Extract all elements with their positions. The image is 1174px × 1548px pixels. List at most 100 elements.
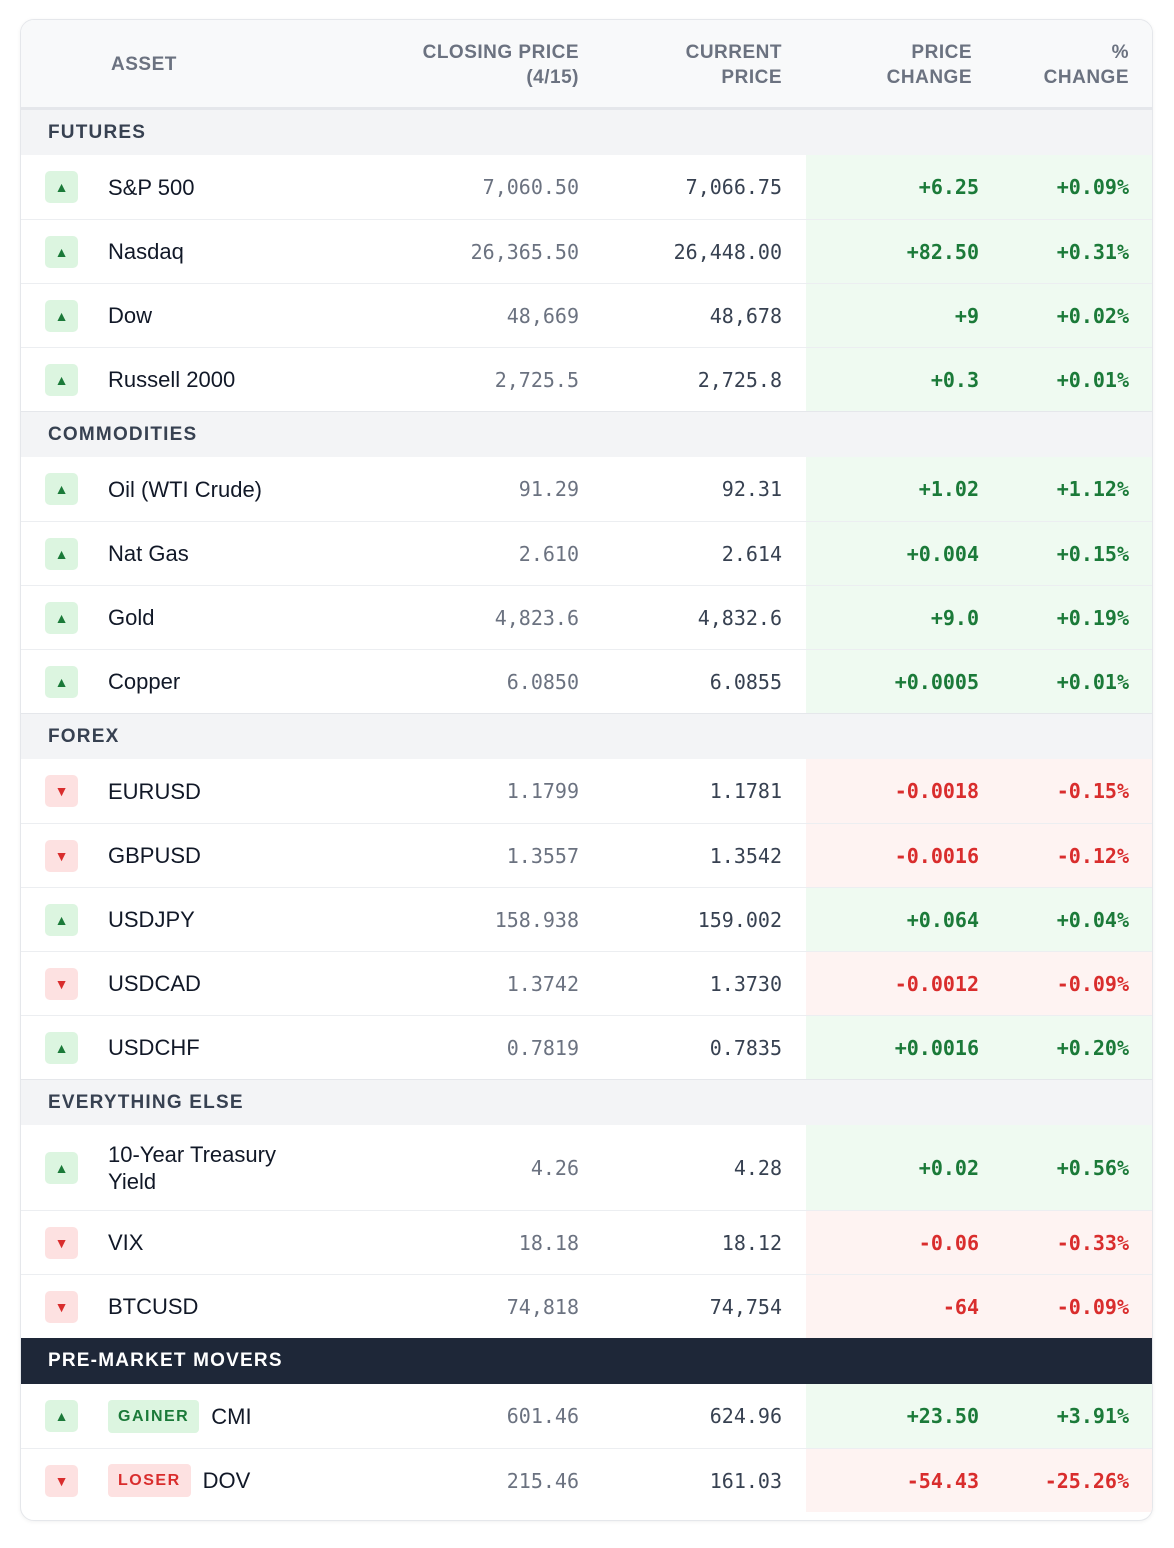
asset-label: BTCUSD [108,1294,199,1319]
price-change: +1.02 [918,477,979,501]
current-price: 26,448.00 [673,239,782,264]
pct-change: +0.56% [1056,1155,1129,1180]
col-current-price: CURRENT PRICE [685,41,782,88]
pct-change: +0.20% [1056,1035,1129,1060]
table-row[interactable]: ▲ Gold 4,823.6 4,832.6 +9.0 +0.19% [21,585,1152,649]
col-pct-change: % CHANGE [1043,41,1129,88]
asset-label: Gold [108,605,155,630]
asset-label: USDJPY [108,907,195,932]
asset-name: USDJPY [108,888,328,951]
current-price: 7,066.75 [685,175,782,199]
current-price: 159.002 [697,907,782,932]
pct-change: -0.33% [1056,1230,1129,1255]
asset-name: Dow [108,284,328,347]
table-row[interactable]: ▲ 10-Year Treasury Yield 4.26 4.28 +0.02… [21,1125,1152,1210]
current-price: 18.12 [721,1230,782,1255]
current-price: 161.03 [709,1468,782,1493]
asset-name: GAINER CMI [108,1384,328,1448]
table-row[interactable]: ▼ USDCAD 1.3742 1.3730 -0.0012 -0.09% [21,951,1152,1015]
asset-name: Nasdaq [108,220,328,283]
table-row[interactable]: ▲ Russell 2000 2,725.5 2,725.8 +0.3 +0.0… [21,347,1152,411]
table-row[interactable]: ▼ LOSER DOV 215.46 161.03 -54.43 -25.26% [21,1448,1152,1512]
closing-price: 7,060.50 [482,175,579,199]
asset-name: Russell 2000 [108,348,328,411]
table-row[interactable]: ▲ Oil (WTI Crude) 91.29 92.31 +1.02 +1.1… [21,457,1152,521]
arrow-up-icon: ▲ [45,473,78,505]
closing-price: 601.46 [506,1404,579,1428]
change-highlight [806,586,1152,649]
pct-change: -0.09% [1056,971,1129,996]
change-highlight [806,1275,1152,1338]
pct-change: +1.12% [1056,477,1129,501]
section-header: FOREX [21,713,1152,759]
asset-label: Nat Gas [108,541,189,566]
closing-price: 2,725.5 [494,367,579,392]
asset-name: USDCAD [108,952,328,1015]
price-change: +9 [954,303,979,328]
pct-change: +3.91% [1056,1404,1129,1428]
table-row[interactable]: ▲ Nat Gas 2.610 2.614 +0.004 +0.15% [21,521,1152,585]
price-change: +82.50 [906,239,979,264]
pct-change: +0.01% [1056,669,1129,694]
closing-price: 215.46 [506,1468,579,1493]
closing-price: 0.7819 [506,1035,579,1060]
asset-label: Copper [108,669,181,694]
arrow-down-icon: ▼ [45,1464,78,1497]
asset-name: LOSER DOV [108,1449,328,1512]
pct-change: -25.26% [1044,1468,1129,1493]
closing-price: 6.0850 [506,669,579,694]
closing-price: 48,669 [506,303,579,328]
table-row[interactable]: ▲ USDJPY 158.938 159.002 +0.064 +0.04% [21,887,1152,951]
pct-change: -0.15% [1056,779,1129,803]
arrow-up-icon: ▲ [45,1031,78,1064]
closing-price: 2.610 [518,541,579,566]
asset-label: GBPUSD [108,843,201,868]
current-price: 1.3730 [709,971,782,996]
table-row[interactable]: ▲ Nasdaq 26,365.50 26,448.00 +82.50 +0.3… [21,219,1152,283]
change-highlight [806,1125,1152,1210]
pct-change: +0.04% [1056,907,1129,932]
change-highlight [806,284,1152,347]
pct-change: +0.15% [1056,541,1129,566]
arrow-up-icon: ▲ [45,171,78,203]
price-change: -0.0012 [894,971,979,996]
table-header: ASSET CLOSING PRICE (4/15) CURRENT PRICE P… [21,20,1152,109]
change-highlight [806,759,1152,823]
arrow-down-icon: ▼ [45,967,78,1000]
closing-price: 4.26 [530,1155,579,1180]
price-change: -0.0016 [894,843,979,868]
table-row[interactable]: ▼ GBPUSD 1.3557 1.3542 -0.0016 -0.12% [21,823,1152,887]
current-price: 1.3542 [709,843,782,868]
arrow-down-icon: ▼ [45,775,78,807]
pct-change: +0.19% [1056,605,1129,630]
asset-name: S&P 500 [108,155,328,219]
table-row[interactable]: ▲ Copper 6.0850 6.0855 +0.0005 +0.01% [21,649,1152,713]
table-row[interactable]: ▼ VIX 18.18 18.12 -0.06 -0.33% [21,1210,1152,1274]
table-row[interactable]: ▼ EURUSD 1.1799 1.1781 -0.0018 -0.15% [21,759,1152,823]
asset-label: USDCAD [108,971,201,996]
table-row[interactable]: ▲ Dow 48,669 48,678 +9 +0.02% [21,283,1152,347]
table-body: FUTURES ▲ S&P 500 7,060.50 7,066.75 +6.2… [21,109,1152,1512]
table-row[interactable]: ▲ S&P 500 7,060.50 7,066.75 +6.25 +0.09% [21,155,1152,219]
arrow-down-icon: ▼ [45,839,78,872]
table-row[interactable]: ▲ USDCHF 0.7819 0.7835 +0.0016 +0.20% [21,1015,1152,1079]
closing-price: 18.18 [518,1230,579,1255]
pct-change: +0.09% [1056,175,1129,199]
asset-label: 10-Year Treasury Yield [108,1141,276,1194]
arrow-up-icon: ▲ [45,665,78,698]
price-change: +0.3 [930,367,979,392]
asset-label: Russell 2000 [108,367,236,392]
price-change: -64 [942,1294,979,1319]
change-highlight [806,1384,1152,1448]
mover-badge: LOSER [108,1464,191,1497]
section-header: COMMODITIES [21,411,1152,457]
price-change: -0.0018 [894,779,979,803]
closing-price: 74,818 [506,1294,579,1319]
change-highlight [806,824,1152,887]
current-price: 2.614 [721,541,782,566]
table-row[interactable]: ▲ GAINER CMI 601.46 624.96 +23.50 +3.91% [21,1384,1152,1448]
table-row[interactable]: ▼ BTCUSD 74,818 74,754 -64 -0.09% [21,1274,1152,1338]
arrow-down-icon: ▼ [45,1290,78,1323]
current-price: 0.7835 [709,1035,782,1060]
asset-label: CMI [211,1403,252,1429]
